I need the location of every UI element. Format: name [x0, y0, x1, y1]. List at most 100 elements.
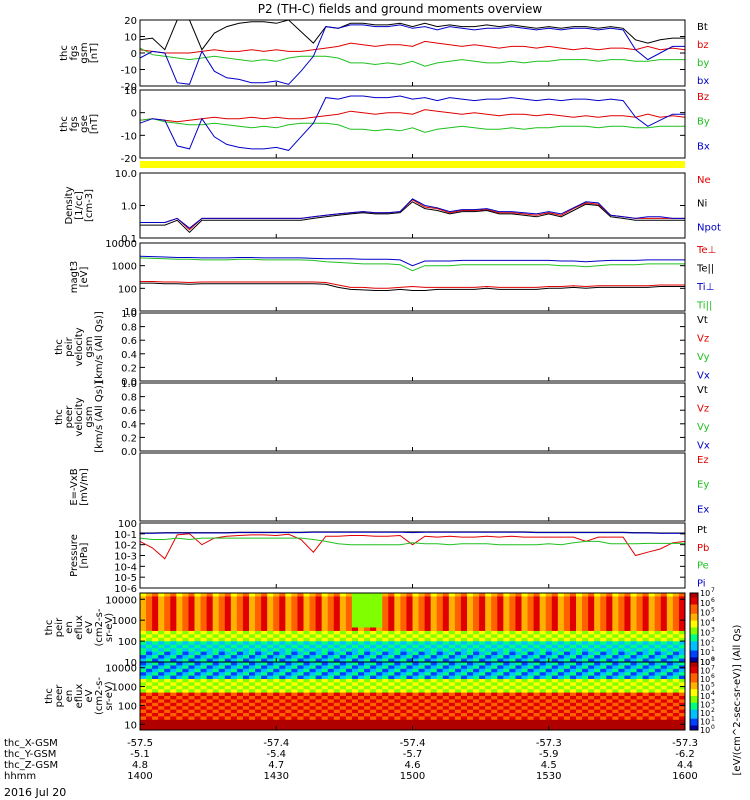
spectrogram-cell	[388, 699, 395, 704]
spectrogram-cell	[563, 679, 571, 683]
spectrogram-cell	[249, 699, 256, 704]
spectrogram-cell	[430, 603, 438, 608]
spectrogram-cell	[267, 662, 274, 666]
spectrogram-cell	[630, 719, 638, 724]
spectrogram-cell	[273, 675, 280, 680]
spectrogram-cell	[582, 665, 589, 670]
spectrogram-cell	[285, 726, 292, 731]
spectrogram-cell	[436, 637, 444, 642]
spectrogram-cell	[406, 634, 413, 639]
spectrogram-cell	[249, 716, 256, 721]
spectrogram-cell	[315, 596, 323, 601]
spectrogram-cell	[164, 702, 171, 707]
spectrogram-cell	[382, 655, 389, 660]
spectrogram-cell	[497, 603, 504, 608]
spectrogram-cell	[473, 613, 480, 618]
spectrogram-cell	[164, 682, 171, 687]
spectrogram-cell	[285, 689, 292, 694]
y-axis-label: [km/s (All Qs)]	[94, 381, 105, 453]
y-axis-label: eflux	[74, 684, 85, 709]
spectrogram-cell	[176, 668, 183, 673]
legend-label-Npot: Npot	[697, 222, 721, 233]
spectrogram-cell	[509, 624, 516, 628]
spectrogram-cell	[273, 706, 280, 711]
spectrogram-cell	[539, 641, 547, 646]
spectrogram-cell	[442, 613, 450, 618]
spectrogram-cell	[164, 662, 171, 666]
colorbar-swatch	[690, 664, 698, 668]
spectrogram-cell	[642, 651, 650, 656]
spectrogram-cell	[678, 692, 686, 697]
spectrogram-cell	[672, 685, 680, 690]
colorbar-swatch	[690, 705, 698, 708]
spectrogram-cell	[345, 651, 353, 656]
spectrogram-cell	[454, 668, 462, 673]
spectrogram-cell	[454, 665, 462, 670]
spectrogram-cell	[345, 606, 353, 611]
spectrogram-cell	[648, 617, 656, 622]
spectrogram-cell	[594, 641, 601, 646]
spectrogram-cell	[436, 665, 444, 670]
spectrogram-cell	[588, 593, 595, 597]
spectrogram-cell	[188, 679, 195, 683]
spectrogram-cell	[327, 658, 335, 663]
spectrogram-cell	[521, 596, 529, 601]
spectrogram-cell	[424, 624, 432, 628]
spectrogram-cell	[460, 679, 468, 683]
spectrogram-cell	[442, 709, 450, 714]
spectrogram-cell	[400, 641, 407, 646]
spectrogram-cell	[400, 662, 407, 666]
spectrogram-cell	[479, 627, 486, 632]
spectrogram-cell	[194, 627, 202, 632]
spectrogram-cell	[279, 634, 286, 639]
spectrogram-cell	[382, 648, 389, 653]
spectrogram-cell	[582, 651, 589, 656]
legend-label-Pi: Pi	[697, 578, 706, 589]
spectrogram-cell	[467, 723, 474, 728]
spectrogram-cell	[533, 699, 541, 704]
spectrogram-cell	[412, 651, 420, 656]
spectrogram-cell	[660, 699, 668, 704]
spectrogram-cell	[545, 606, 553, 611]
spectrogram-cell	[249, 689, 256, 694]
spectrogram-cell	[200, 689, 208, 694]
spectrogram-cell	[424, 679, 432, 683]
spectrogram-cell	[351, 675, 359, 680]
spectrogram-cell	[388, 648, 395, 653]
spectrogram-cell	[146, 696, 153, 700]
spectrogram-cell	[242, 726, 250, 731]
spectrogram-cell	[485, 599, 492, 604]
spectrogram-cell	[485, 685, 492, 690]
spectrogram-cell	[224, 699, 232, 704]
spectrogram-cell	[515, 709, 522, 714]
spectrogram-cell	[315, 644, 323, 649]
spectrogram-cell	[279, 651, 286, 656]
spectrogram-cell	[297, 719, 304, 724]
spectrogram-cell	[418, 606, 426, 611]
spectrogram-cell	[388, 617, 395, 622]
spectrogram-cell	[612, 603, 619, 608]
spectrogram-cell	[242, 630, 250, 635]
spectrogram-cell	[594, 624, 601, 628]
spectrogram-cell	[218, 637, 226, 642]
spectrogram-cell	[594, 655, 601, 660]
spectrogram-cell	[515, 610, 522, 615]
spectrogram-cell	[140, 685, 147, 690]
spectrogram-cell	[630, 613, 638, 618]
spectrogram-cell	[394, 679, 401, 683]
spectrogram-cell	[624, 702, 631, 707]
spectrogram-cell	[654, 682, 662, 687]
spectrogram-cell	[382, 627, 389, 632]
spectrogram-cell	[394, 713, 401, 717]
spectrogram-cell	[230, 641, 238, 646]
spectrogram-cell	[249, 613, 256, 618]
spectrogram-cell	[140, 603, 147, 608]
spectrogram-cell	[297, 620, 304, 625]
spectrogram-cell	[406, 675, 413, 680]
spectrogram-cell	[218, 630, 226, 635]
spectrogram-cell	[454, 596, 462, 601]
spectrogram-cell	[618, 624, 625, 628]
spectrogram-cell	[267, 617, 274, 622]
